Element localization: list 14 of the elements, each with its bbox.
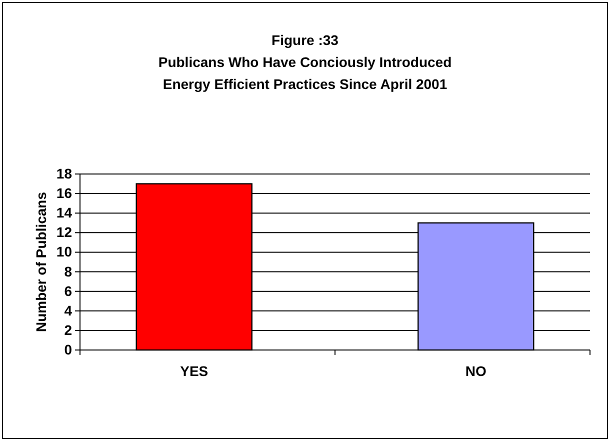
x-tick-label: NO xyxy=(465,362,486,379)
y-tick-label: 10 xyxy=(56,244,72,260)
y-tick-label: 4 xyxy=(64,302,72,318)
y-tick-label: 6 xyxy=(64,282,72,299)
y-tick-label: 14 xyxy=(56,204,72,221)
chart-title: Figure :33 Publicans Who Have Conciously Introduced Energy Efficient Practices Since April 2001 xyxy=(158,32,452,92)
y-tick-label: 0 xyxy=(64,341,72,358)
y-tick-label: 16 xyxy=(56,185,72,202)
y-axis-title: Number of Publicans xyxy=(33,192,49,332)
y-tick-label: 12 xyxy=(56,224,72,240)
y-tick-label: 8 xyxy=(64,263,72,280)
y-tick-label: 18 xyxy=(56,165,72,182)
y-tick-label: 2 xyxy=(64,322,72,338)
x-tick-label: YES xyxy=(180,362,208,379)
